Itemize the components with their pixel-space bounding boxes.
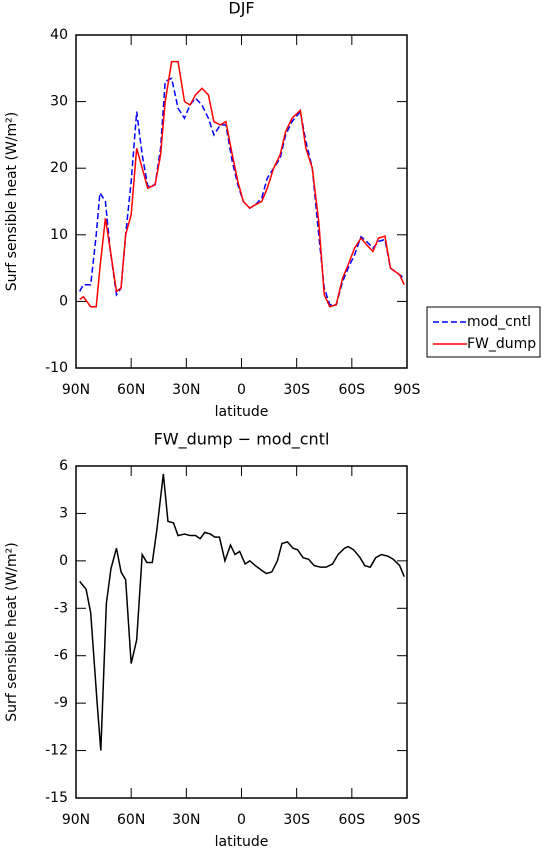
x-tick-label: 0	[237, 382, 246, 398]
x-tick-label: 90N	[62, 382, 90, 398]
y-tick-label: -15	[45, 790, 68, 806]
y-axis-label: Surf sensible heat (W/m²)	[4, 542, 20, 721]
x-tick-label: 30N	[172, 382, 200, 398]
x-tick-label: 90S	[394, 812, 421, 828]
y-axis-label: Surf sensible heat (W/m²)	[4, 112, 20, 291]
y-tick-label: -12	[45, 743, 68, 759]
plot-frame	[75, 465, 408, 799]
x-tick-label: 30S	[283, 812, 310, 828]
x-tick-label: 30N	[172, 812, 200, 828]
x-tick-label: 30S	[283, 382, 310, 398]
x-axis-label: latitude	[215, 834, 269, 850]
y-tick-label: 40	[50, 27, 68, 43]
chart-title: DJF	[228, 0, 254, 18]
data-line	[79, 473, 405, 751]
chart-title: FW_dump − mod_cntl	[154, 430, 330, 450]
data-line	[79, 60, 405, 308]
x-tick-label: 60S	[338, 812, 365, 828]
x-tick-label: 90N	[62, 812, 90, 828]
y-tick-label: -10	[45, 360, 68, 376]
y-tick-label: 3	[59, 505, 68, 521]
legend-box	[426, 306, 541, 358]
y-tick-label: 0	[59, 553, 68, 569]
plot-frame	[75, 34, 408, 369]
legend-label: mod_cntl	[467, 314, 531, 330]
x-axis-label: latitude	[215, 404, 269, 420]
x-tick-label: 60N	[117, 812, 145, 828]
x-tick-label: 60S	[338, 382, 365, 398]
x-tick-label: 0	[237, 812, 246, 828]
y-tick-label: 10	[50, 227, 68, 243]
x-tick-label: 60N	[117, 382, 145, 398]
y-tick-label: -6	[54, 648, 68, 664]
y-tick-label: 20	[50, 160, 68, 176]
y-tick-label: 6	[59, 458, 68, 474]
legend-label: FW_dump	[467, 336, 536, 352]
x-tick-label: 90S	[394, 382, 421, 398]
y-tick-label: -3	[54, 600, 68, 616]
y-tick-label: -9	[54, 695, 68, 711]
data-line	[79, 77, 405, 306]
y-tick-label: 0	[59, 293, 68, 309]
y-tick-label: 30	[50, 94, 68, 110]
